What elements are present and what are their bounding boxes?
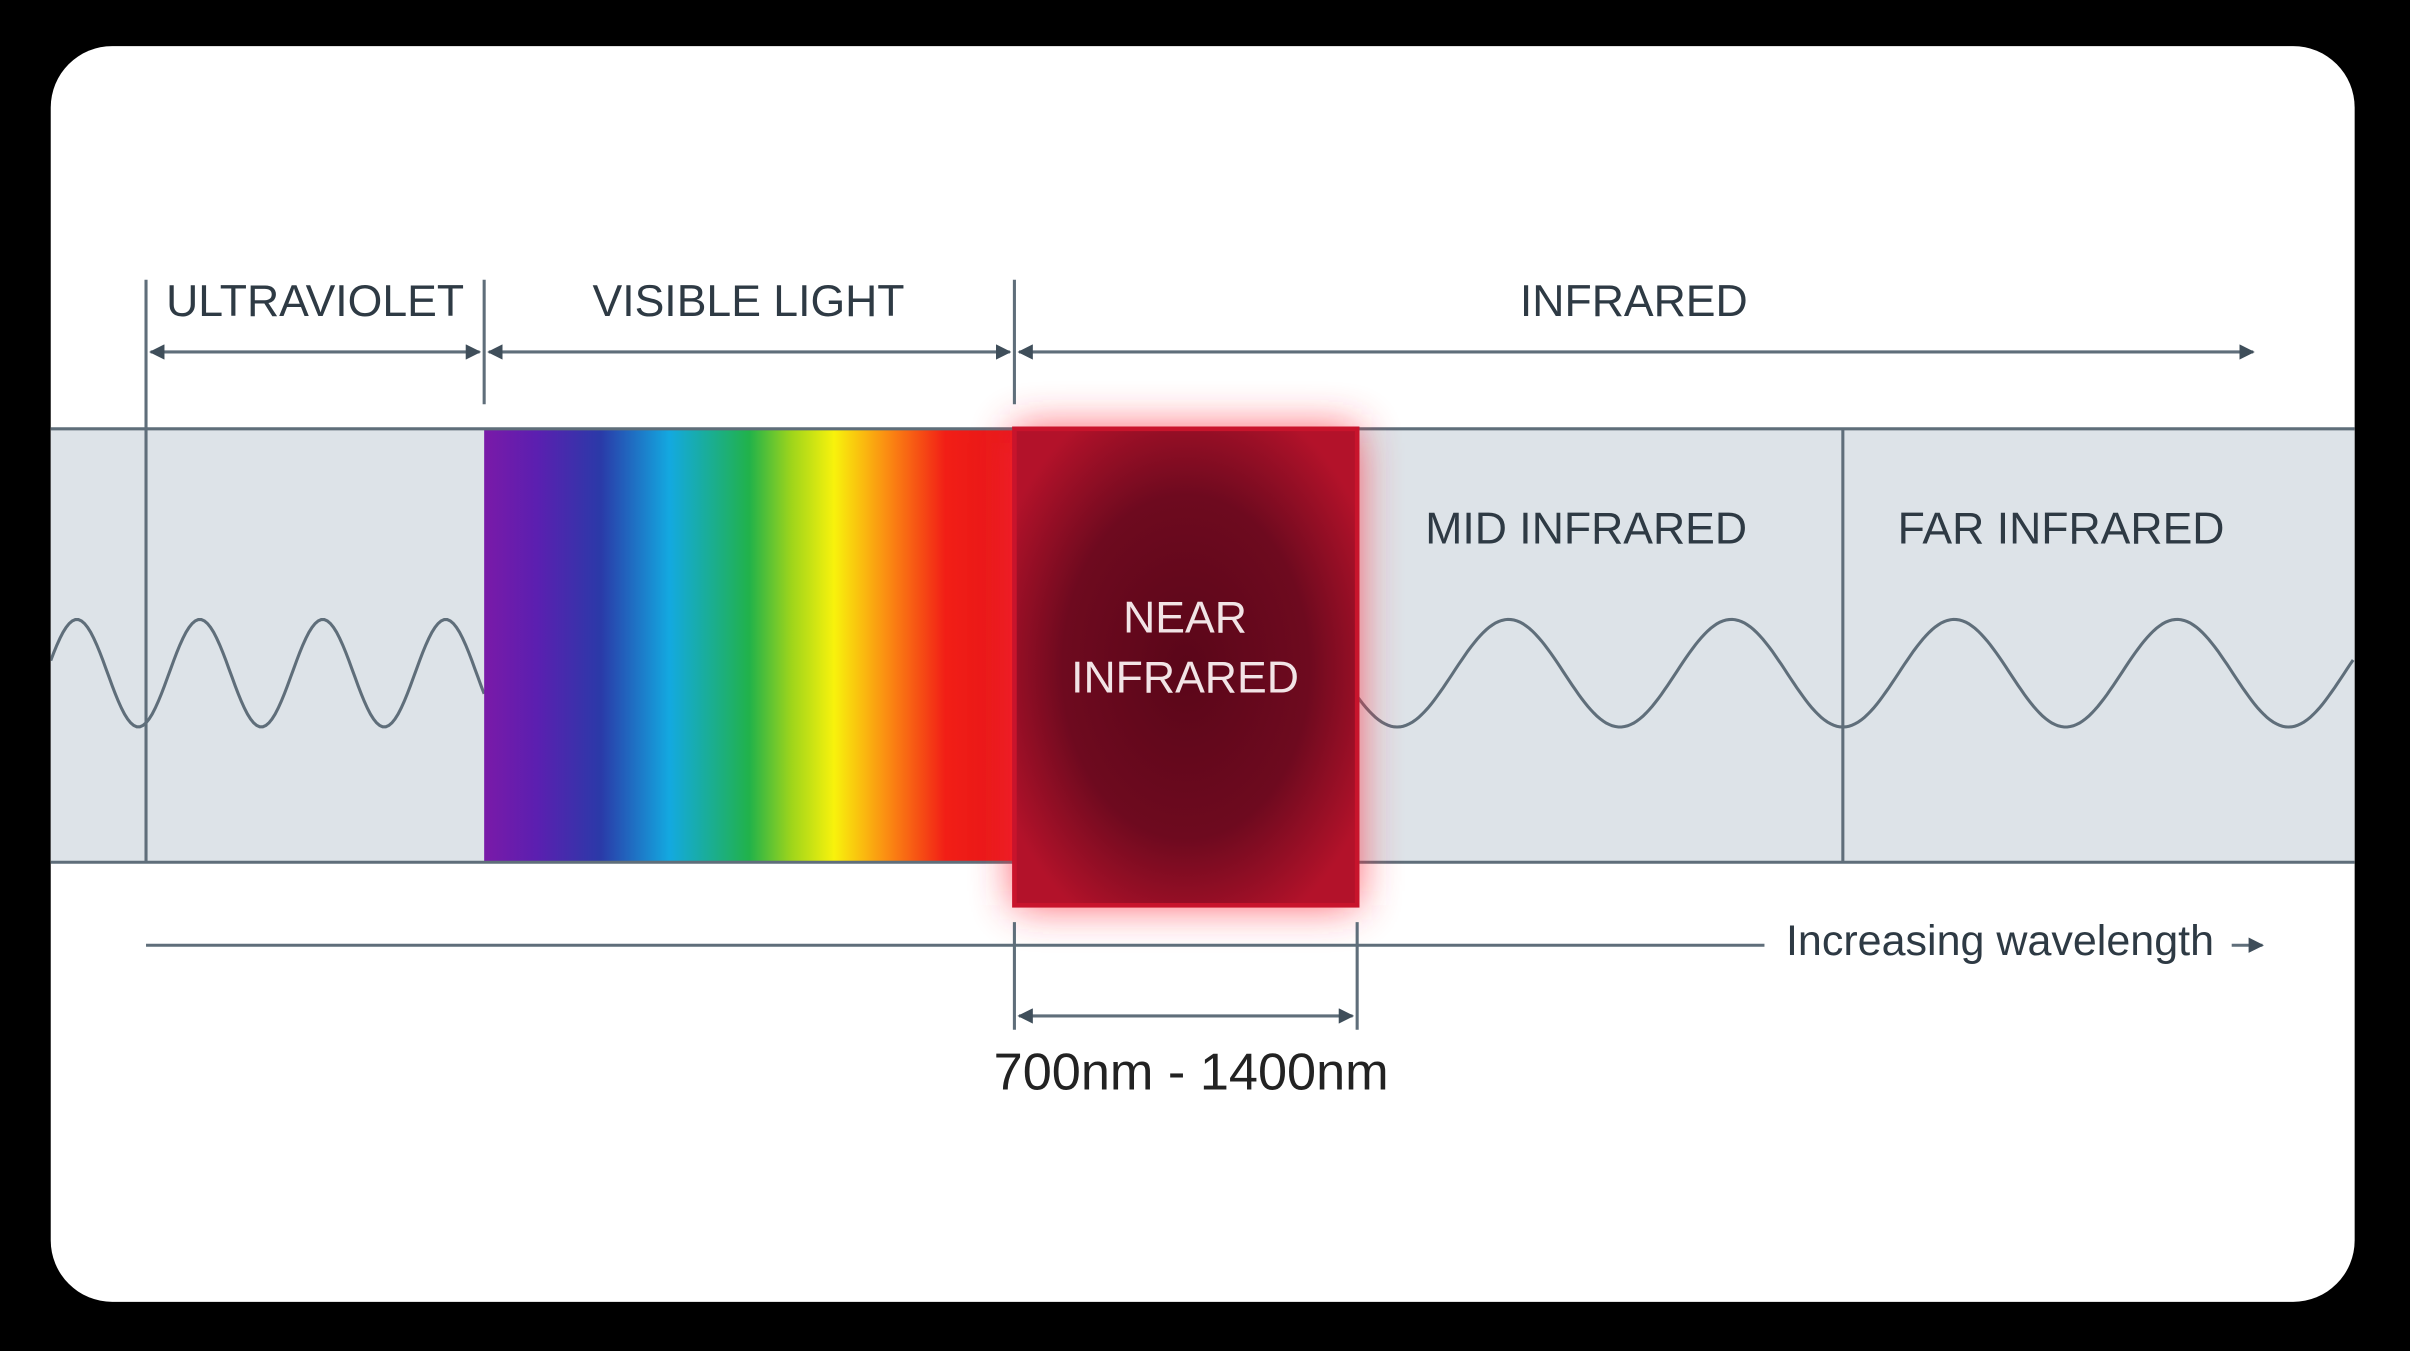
band-label: MID INFRARED: [1425, 505, 1747, 554]
axis-label: Increasing wavelength: [1786, 917, 2214, 965]
near-infrared-box: [1012, 426, 1360, 908]
region-label: ULTRAVIOLET: [166, 277, 464, 326]
band-label: FAR INFRARED: [1898, 505, 2225, 554]
wave: [50, 617, 2355, 729]
region-label: VISIBLE LIGHT: [592, 277, 904, 326]
band-label: NEAR: [1123, 594, 1247, 643]
band-label: INFRARED: [1071, 654, 1299, 703]
visible-spectrum: [484, 428, 1015, 863]
region-label: INFRARED: [1520, 277, 1748, 326]
range-label: 700nm - 1400nm: [994, 1044, 1389, 1102]
